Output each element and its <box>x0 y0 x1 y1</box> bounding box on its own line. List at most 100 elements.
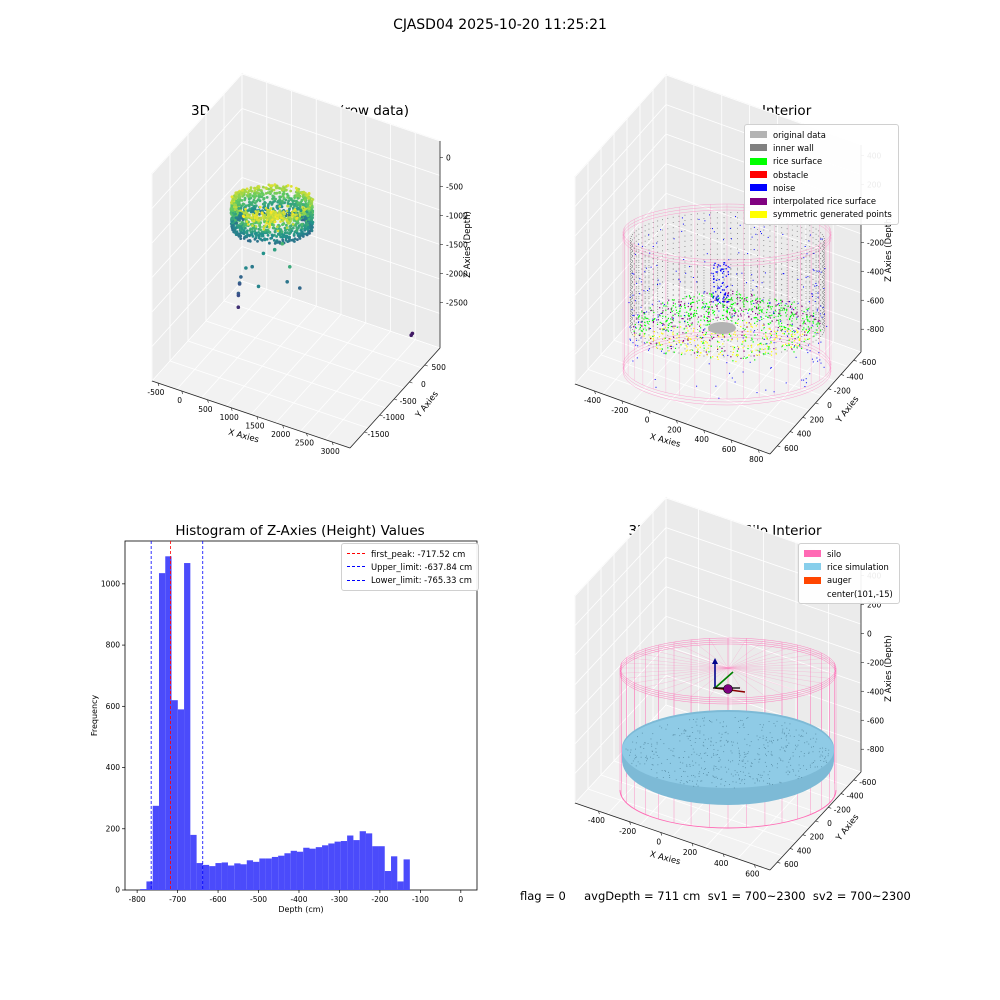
noise-point <box>659 283 661 285</box>
inner-wall-point <box>750 345 752 347</box>
raw-point <box>268 184 272 188</box>
rice-point <box>668 771 669 773</box>
inner-wall-point <box>672 300 674 301</box>
inner-wall-point <box>684 291 686 293</box>
inner-wall-point <box>805 228 807 230</box>
noise-point <box>652 246 654 247</box>
raw-point <box>254 210 257 213</box>
surface-point <box>688 295 691 297</box>
inner-wall-point <box>716 267 718 269</box>
inner-wall-point <box>796 295 798 297</box>
inner-wall-point <box>644 292 646 294</box>
inner-wall-point <box>644 286 646 287</box>
surface-point <box>766 345 768 347</box>
surface-point <box>735 360 737 363</box>
inner-wall-point <box>635 261 637 263</box>
rice-point <box>812 737 814 739</box>
x-tick <box>331 441 334 446</box>
rice-point <box>769 778 770 779</box>
rice-point <box>743 751 745 753</box>
surface-point <box>639 334 641 336</box>
inner-wall-point <box>750 254 752 256</box>
inner-wall-point <box>805 266 807 268</box>
noise-point <box>805 276 807 278</box>
inner-wall-point <box>769 292 771 294</box>
inner-wall-point <box>662 292 663 293</box>
inner-wall-point <box>805 239 807 240</box>
inner-wall-point <box>648 223 650 225</box>
inner-wall-point <box>635 240 637 242</box>
surface-point <box>799 343 801 346</box>
noise-point <box>812 361 814 363</box>
inner-wall-point <box>652 341 654 343</box>
x-tick-label: -400 <box>588 816 605 825</box>
inner-wall-point <box>630 274 632 276</box>
inner-wall-point <box>763 292 765 293</box>
surface-point <box>694 315 696 317</box>
inner-wall-point <box>823 301 824 302</box>
noise-point <box>723 262 726 264</box>
inner-wall-point <box>737 274 738 276</box>
inner-wall-point <box>630 307 631 309</box>
inner-wall-point <box>781 227 783 229</box>
surface-point <box>652 320 655 323</box>
surface-point <box>708 311 710 313</box>
noise-point <box>640 306 642 308</box>
inner-wall-point <box>630 292 631 293</box>
inner-wall-point <box>815 265 817 266</box>
inner-wall-point <box>823 284 825 286</box>
surface-point <box>737 354 739 356</box>
inner-wall-point <box>635 235 637 237</box>
surface-point <box>795 344 797 346</box>
surface-point <box>818 323 820 325</box>
x-tick-label: 0 <box>177 396 182 405</box>
surface-point <box>679 311 681 313</box>
raw-point <box>285 226 289 229</box>
raw-point <box>284 188 288 192</box>
inner-wall-point <box>820 315 822 317</box>
inner-wall-point <box>809 240 811 242</box>
raw-point <box>230 201 233 205</box>
inner-wall-point <box>775 236 777 238</box>
surface-point <box>734 310 736 312</box>
y-tick <box>789 848 794 850</box>
noise-point <box>746 282 747 284</box>
y-axis-label: Y Axies <box>413 389 441 421</box>
hist-bar <box>347 835 354 890</box>
noise-point <box>747 312 749 314</box>
inner-wall-point <box>652 289 654 291</box>
noise-point <box>824 313 825 315</box>
surface-point <box>763 324 765 326</box>
inner-wall-point <box>818 265 820 267</box>
rice-point <box>711 721 713 723</box>
surface-point <box>737 322 739 324</box>
inner-wall-point <box>644 298 646 299</box>
surface-point <box>747 309 750 312</box>
noise-point <box>809 350 811 352</box>
inner-wall-point <box>815 334 817 336</box>
inner-wall-point <box>697 292 698 294</box>
surface-point <box>732 354 734 356</box>
x-tick-label: 500 <box>198 405 213 414</box>
inner-wall-point <box>710 335 712 337</box>
noise-point <box>717 264 720 266</box>
rice-point <box>768 721 770 722</box>
noise-point <box>755 233 757 235</box>
inner-wall-point <box>763 302 765 304</box>
noise-point <box>760 316 762 318</box>
raw-point <box>309 216 313 220</box>
inner-wall-point <box>657 267 659 269</box>
surface-point <box>659 315 661 317</box>
surface-point <box>732 304 734 306</box>
surface-point <box>696 300 698 302</box>
inner-wall-point <box>635 270 637 272</box>
surface-point <box>673 327 675 329</box>
surface-point <box>809 315 811 318</box>
inner-wall-point <box>805 308 807 310</box>
raw-point <box>264 224 267 227</box>
outlier-point <box>409 333 414 338</box>
inner-wall-point <box>763 338 765 340</box>
hist-bar <box>378 846 385 890</box>
noise-point <box>688 302 690 304</box>
inner-wall-point <box>684 230 686 232</box>
